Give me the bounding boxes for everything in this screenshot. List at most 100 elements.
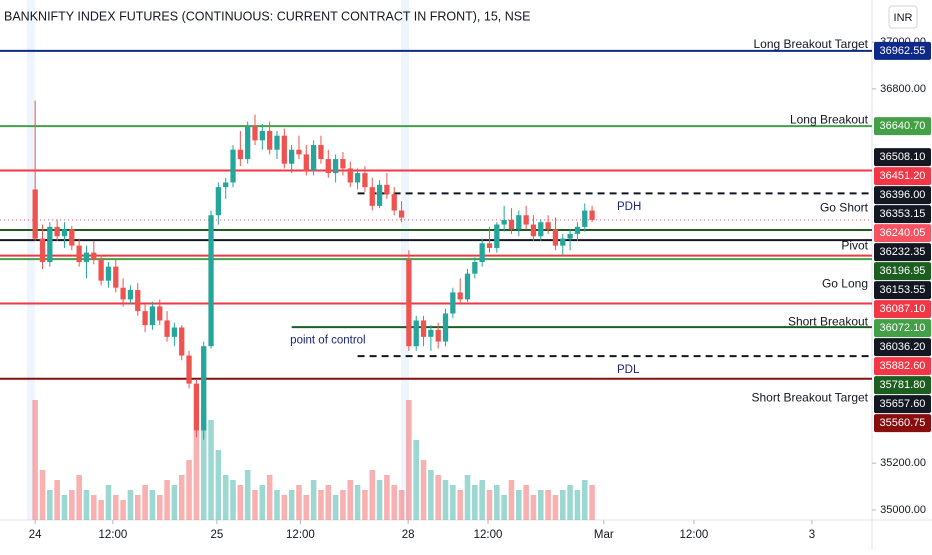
price-badge (874, 395, 931, 414)
candle-body (332, 159, 339, 174)
candle-body (574, 226, 581, 234)
price-badge-label: 36396.00 (880, 189, 926, 201)
annotation: point of control (290, 334, 365, 346)
candle-body (325, 159, 331, 174)
candle-body (179, 327, 185, 356)
volume-bar (281, 495, 288, 520)
level-label: Go Short (820, 200, 869, 214)
price-badge-label: 35657.60 (880, 398, 926, 410)
volume-bar (420, 460, 427, 520)
price-badge-label: 35882.60 (880, 360, 926, 372)
volume-bar (332, 495, 339, 520)
volume-bar (164, 480, 170, 520)
candle-body (552, 229, 559, 246)
candle-body (457, 292, 463, 300)
level-label: Long Breakout (790, 112, 869, 126)
candle-body (523, 215, 529, 225)
level-label: Pivot (841, 238, 868, 252)
volume-bar (296, 485, 302, 520)
volume-bar (398, 490, 405, 520)
candle-body (135, 290, 141, 312)
candle-body (47, 226, 53, 262)
volume-bar (457, 490, 463, 520)
price-badge (874, 205, 931, 224)
volume-bar (200, 410, 207, 520)
y-tick-label: 35200.00 (880, 457, 926, 469)
y-tick-label: 36800.00 (880, 83, 926, 95)
price-badge (874, 262, 931, 281)
price-badge (874, 300, 931, 319)
x-tick-label: 24 (29, 529, 42, 541)
price-badge-label: 36087.10 (880, 303, 926, 315)
candle-body (171, 327, 178, 337)
candle-body (567, 233, 573, 239)
volume-bar (259, 485, 266, 520)
candle-body (442, 313, 449, 342)
candle-body (245, 126, 251, 160)
candle-body (472, 261, 478, 274)
price-badge (874, 281, 931, 300)
candle-body (435, 329, 441, 342)
level-label: Short Breakout Target (751, 390, 868, 404)
volume-bar (340, 490, 346, 520)
volume-bar (222, 475, 229, 520)
candle-body (391, 194, 397, 211)
volume-bar (464, 475, 471, 520)
x-tick-label: 12:00 (474, 529, 503, 541)
price-badge (874, 148, 931, 167)
volume-bar (39, 470, 46, 520)
candle-body (32, 189, 38, 239)
volume-bar (47, 490, 53, 520)
volume-bar (288, 490, 295, 520)
price-badge (874, 224, 931, 243)
candle-body (303, 154, 309, 171)
volume-bar (318, 490, 324, 520)
volume-bar (237, 485, 244, 520)
candle-body (83, 252, 90, 262)
price-badge-label: 36196.95 (880, 265, 926, 277)
annotation: PDH (617, 201, 641, 213)
candle-body (318, 145, 324, 160)
volume-bar (530, 495, 537, 520)
volume-bar (384, 475, 390, 520)
x-tick-label: 3 (809, 529, 815, 541)
price-badge (874, 186, 931, 205)
volume-bar (472, 485, 478, 520)
levels: PDH point of control PDL (0, 49, 872, 380)
price-badge (874, 357, 931, 376)
volume-bar (376, 480, 383, 520)
volume-bar (252, 490, 258, 520)
candle-body (296, 149, 302, 155)
candle-body (420, 320, 427, 337)
candle-body (127, 290, 134, 300)
volume-bar (325, 485, 332, 520)
price-badge-label: 36451.20 (880, 170, 926, 182)
candle-body (501, 219, 507, 225)
currency-box[interactable] (888, 5, 918, 29)
volume-bar (354, 485, 361, 520)
x-tick-label: 12:00 (286, 529, 315, 541)
volume-bar (428, 470, 434, 520)
currency[interactable]: INR (894, 12, 913, 24)
price-badge-label: 36508.10 (880, 151, 926, 163)
candle-body (98, 259, 104, 281)
volume-bar (589, 485, 595, 520)
volume-bar (406, 400, 412, 520)
volume-bar (369, 470, 376, 520)
candle-body (508, 219, 515, 230)
volume-bar (581, 480, 588, 520)
candle-body (428, 329, 434, 337)
annotation: PDL (617, 364, 640, 376)
y-tick-label: 35000.00 (880, 504, 926, 516)
volume-bar (413, 440, 419, 520)
volume-bar (54, 480, 60, 520)
volume-bar (83, 490, 90, 520)
x-tick-label: Mar (594, 529, 614, 541)
candle-body (230, 149, 236, 183)
candle-body (538, 222, 544, 237)
volume-bar (523, 485, 529, 520)
volume-bar (442, 480, 449, 520)
candle-body (281, 135, 287, 164)
volume-bar (76, 475, 82, 520)
